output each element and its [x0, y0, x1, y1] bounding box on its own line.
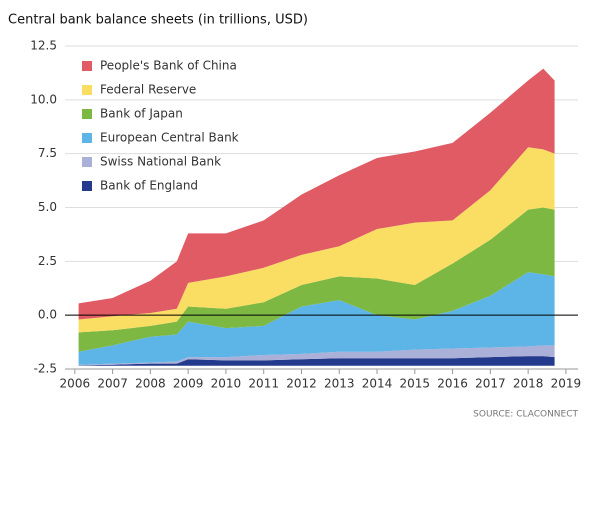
legend-swatch	[82, 61, 92, 71]
x-tick-label: 2007	[97, 377, 128, 391]
legend-swatch	[82, 181, 92, 191]
y-tick-label: 12.5	[30, 39, 57, 53]
area	[78, 345, 555, 366]
legend-label: Swiss National Bank	[100, 155, 221, 169]
y-tick-label: 5.0	[38, 200, 57, 214]
y-tick-label: -2.5	[34, 362, 57, 376]
x-tick-label: 2014	[362, 377, 393, 391]
x-tick-label: 2010	[211, 377, 242, 391]
x-tick-label: 2008	[135, 377, 166, 391]
legend-swatch	[82, 85, 92, 95]
legend-label: People's Bank of China	[100, 59, 237, 73]
legend-label: European Central Bank	[100, 131, 239, 145]
legend-label: Bank of Japan	[100, 107, 183, 121]
area	[78, 272, 555, 365]
x-tick-label: 2009	[173, 377, 204, 391]
x-tick-label: 2015	[400, 377, 431, 391]
y-tick-label: 2.5	[38, 254, 57, 268]
legend-label: Federal Reserve	[100, 83, 196, 97]
chart-title: Central bank balance sheets (in trillion…	[8, 13, 308, 28]
x-tick-label: 2018	[513, 377, 544, 391]
x-tick-label: 2013	[324, 377, 355, 391]
x-tick-label: 2019	[551, 377, 582, 391]
area	[78, 356, 555, 366]
y-tick-label: 0.0	[38, 308, 57, 322]
x-tick-label: 2016	[437, 377, 468, 391]
legend-label: Bank of England	[100, 179, 198, 193]
source: SOURCE: CLACONNECT	[473, 410, 578, 420]
x-tick-label: 2006	[60, 377, 91, 391]
legend-swatch	[82, 109, 92, 119]
x-tick-label: 2017	[475, 377, 506, 391]
x-tick-label: 2011	[248, 377, 279, 391]
area	[78, 207, 555, 352]
area	[78, 147, 555, 333]
area	[78, 68, 555, 320]
y-tick-label: 10.0	[30, 92, 57, 106]
legend-swatch	[82, 157, 92, 167]
x-tick-label: 2012	[286, 377, 317, 391]
y-tick-label: 7.5	[38, 146, 57, 160]
legend-swatch	[82, 133, 92, 143]
